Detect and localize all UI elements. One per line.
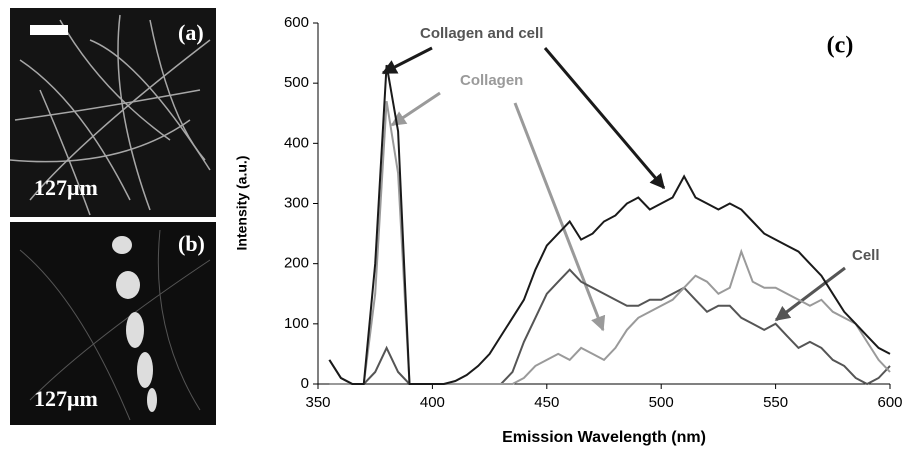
cell-b xyxy=(112,236,157,412)
series-label: Collagen xyxy=(460,72,523,89)
micrograph-a xyxy=(10,8,216,217)
fibers-a xyxy=(9,14,211,216)
micrograph-b xyxy=(10,222,216,425)
series-line xyxy=(328,64,891,385)
x-tick-label: 550 xyxy=(763,394,788,411)
scale-label: 127μm xyxy=(34,386,98,411)
series-line xyxy=(329,101,891,385)
y-tick-label: 100 xyxy=(284,315,309,332)
series-label: Collagen and cell xyxy=(420,25,543,42)
y-axis-title: Intensity (a.u.) xyxy=(234,156,250,251)
series-line xyxy=(328,268,891,386)
panel-label: (c) xyxy=(827,33,854,59)
x-tick-label: 450 xyxy=(534,394,559,411)
panel-label: (b) xyxy=(178,231,205,256)
x-tick-label: 500 xyxy=(649,394,674,411)
x-tick-label: 400 xyxy=(420,394,445,411)
fibers-b xyxy=(19,229,211,421)
panel-label: (a) xyxy=(178,20,204,45)
series-label: Cell xyxy=(852,247,880,264)
y-tick-label: 300 xyxy=(284,194,309,211)
arrows xyxy=(381,46,846,332)
x-tick-label: 350 xyxy=(305,394,330,411)
y-tick-label: 400 xyxy=(284,134,309,151)
y-tick-label: 200 xyxy=(284,255,309,272)
x-tick-label: 600 xyxy=(877,394,902,411)
scale-label: 127μm xyxy=(34,175,98,200)
y-tick-label: 600 xyxy=(284,14,309,31)
scale-bar xyxy=(30,25,68,35)
x-axis-title: Emission Wavelength (nm) xyxy=(502,429,706,446)
y-tick-label: 0 xyxy=(301,375,309,392)
y-tick-label: 500 xyxy=(284,74,309,91)
